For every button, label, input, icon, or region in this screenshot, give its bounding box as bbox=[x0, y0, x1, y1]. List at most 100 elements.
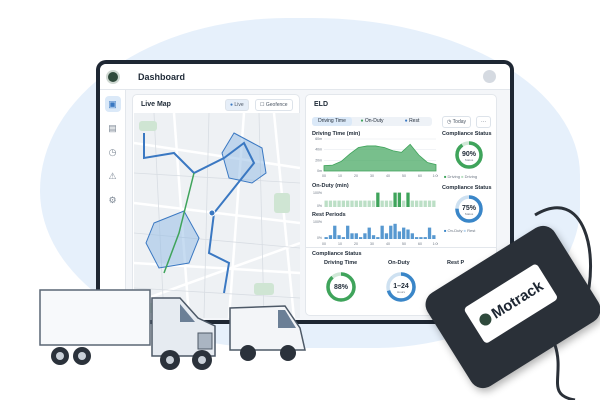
bar bbox=[414, 237, 419, 239]
app-logo bbox=[106, 69, 120, 84]
bar bbox=[414, 200, 419, 207]
on-duty-label: On-Duty bbox=[388, 260, 410, 266]
live-button[interactable]: ● Live bbox=[225, 99, 249, 111]
donut-value: 90% bbox=[462, 151, 477, 158]
rest-periods-chart: 100% 0%00 10 20 30 40 50 60 1:00 bbox=[313, 220, 438, 246]
bar bbox=[367, 227, 371, 239]
compliance-card-1: Compliance Status 90% Status ■ Driving ■ … bbox=[442, 129, 496, 181]
bar bbox=[380, 200, 384, 207]
x-tick-label: 60 bbox=[418, 174, 422, 178]
bar bbox=[376, 192, 380, 207]
bar bbox=[389, 200, 393, 207]
bar bbox=[406, 192, 410, 207]
bar bbox=[350, 200, 354, 207]
bar bbox=[328, 200, 333, 207]
y-tick-label: 0% bbox=[317, 236, 322, 240]
bar bbox=[432, 235, 436, 239]
clock-icon[interactable]: ◷ bbox=[108, 147, 117, 157]
map-title: Live Map bbox=[141, 101, 171, 108]
donut-legend: ■ Driving ■ Driving bbox=[444, 174, 478, 179]
bar bbox=[397, 231, 402, 239]
bar bbox=[397, 192, 402, 207]
bar bbox=[354, 200, 358, 207]
bar bbox=[389, 225, 393, 239]
x-tick-label: 60 bbox=[418, 242, 422, 246]
more-button[interactable]: ··· bbox=[476, 116, 491, 128]
van bbox=[229, 305, 306, 361]
geofence-zone[interactable] bbox=[221, 132, 267, 184]
bar bbox=[384, 200, 389, 207]
today-button[interactable]: ◷ Today bbox=[442, 116, 472, 128]
compliance-card-2: Compliance Status 75% Status ■ On-Duty ■ … bbox=[442, 183, 496, 243]
vehicle-marker[interactable] bbox=[208, 209, 216, 217]
rest-chart-title: Rest Periods bbox=[312, 212, 346, 218]
bar bbox=[402, 227, 406, 239]
bottom-compliance: Compliance Status Driving Time 88% On-Du… bbox=[306, 247, 496, 315]
x-tick-label: 1:00 bbox=[433, 174, 438, 178]
car-icon[interactable]: ▣ bbox=[104, 96, 121, 112]
alert-icon[interactable]: ⚠ bbox=[108, 171, 117, 181]
bar bbox=[376, 237, 380, 239]
x-tick-label: 50 bbox=[402, 174, 406, 178]
geofence-label: Geofence bbox=[265, 102, 288, 108]
gear-icon[interactable]: ⚙ bbox=[108, 195, 117, 205]
device-cable bbox=[534, 206, 592, 400]
bar bbox=[333, 225, 337, 239]
bar bbox=[363, 200, 367, 207]
donut-arc bbox=[386, 272, 416, 302]
bar bbox=[423, 200, 427, 207]
avatar[interactable] bbox=[483, 70, 496, 83]
tab-driving-time[interactable]: Driving Time bbox=[312, 117, 352, 126]
bar bbox=[371, 200, 376, 207]
donut-legend: ■ On-Duty ■ Rest bbox=[444, 228, 476, 233]
route-line bbox=[143, 133, 256, 294]
on-duty-chart: 100% 0% bbox=[313, 191, 436, 208]
x-tick-label: 00 bbox=[322, 242, 326, 246]
bar bbox=[380, 225, 384, 239]
bar bbox=[384, 233, 389, 239]
map-canvas[interactable] bbox=[134, 113, 300, 318]
y-tick-label: 100% bbox=[313, 191, 322, 195]
bar bbox=[341, 200, 346, 207]
compliance-donut: 90%Status bbox=[455, 141, 483, 169]
tab-rest[interactable]: ● Rest bbox=[404, 118, 420, 124]
dashboard-screen: Dashboard ▣ ▤ ◷ ⚠ ⚙ Live Map ● Live ☐ Ge… bbox=[100, 64, 510, 320]
sidebar: ▣ ▤ ◷ ⚠ ⚙ bbox=[100, 90, 126, 320]
vehicles-illustration bbox=[39, 289, 306, 370]
x-tick-label: 40 bbox=[386, 174, 390, 178]
y-tick-label: 100% bbox=[313, 220, 322, 224]
donut-sub: Hours bbox=[397, 290, 406, 294]
compliance-donut: 75%Status bbox=[455, 195, 483, 223]
eld-title: ELD bbox=[314, 101, 328, 108]
compliance-title: Compliance Status bbox=[442, 185, 492, 191]
bar bbox=[337, 200, 341, 207]
driving-time-label: Driving Time bbox=[324, 260, 358, 266]
y-tick-label: 40m bbox=[315, 148, 322, 152]
x-tick-label: 40 bbox=[386, 242, 390, 246]
tab-label: Rest bbox=[409, 118, 420, 124]
y-tick-label: 0% bbox=[317, 204, 322, 208]
bar bbox=[367, 200, 371, 207]
truck-icon[interactable]: ▤ bbox=[108, 123, 117, 133]
live-map-panel: Live Map ● Live ☐ Geofence bbox=[132, 94, 300, 318]
bar bbox=[346, 225, 350, 239]
bar bbox=[354, 233, 358, 239]
bar bbox=[423, 237, 427, 239]
x-tick-label: 20 bbox=[354, 174, 358, 178]
tab-on-duty[interactable]: ● On-Duty bbox=[360, 118, 384, 124]
bar bbox=[324, 237, 328, 239]
bar bbox=[371, 235, 376, 239]
geofence-button[interactable]: ☐ Geofence bbox=[255, 99, 293, 111]
bar bbox=[393, 223, 397, 239]
donut-sub: Status bbox=[465, 158, 474, 162]
y-tick-label: 60m bbox=[315, 137, 322, 141]
bottom-compliance-title: Compliance Status bbox=[312, 251, 362, 257]
monitor: Dashboard ▣ ▤ ◷ ⚠ ⚙ Live Map ● Live ☐ Ge… bbox=[96, 60, 514, 324]
x-tick-label: 10 bbox=[338, 174, 342, 178]
tab-label: On-Duty bbox=[364, 118, 384, 124]
bar bbox=[410, 200, 414, 207]
bar bbox=[419, 200, 423, 207]
donut-arc bbox=[326, 272, 356, 302]
y-tick-label: 0m bbox=[317, 169, 322, 173]
route-line bbox=[163, 172, 195, 274]
